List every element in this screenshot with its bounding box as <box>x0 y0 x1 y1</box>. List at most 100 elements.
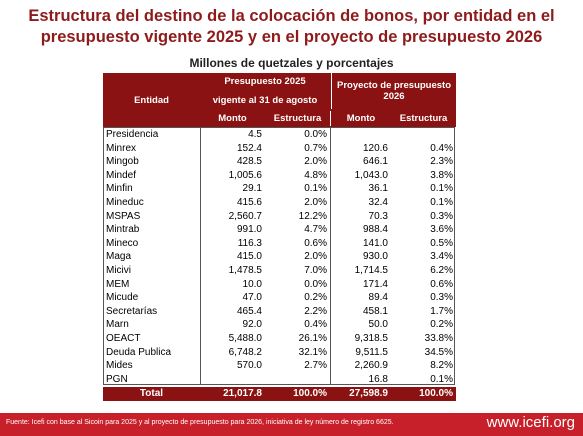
cell: 0.3% <box>430 292 453 304</box>
cell: 6.2% <box>430 265 453 276</box>
cell: 0.0% <box>304 129 327 140</box>
cell: 16.8 <box>368 373 388 385</box>
entity: Deuda Publica <box>106 346 172 358</box>
entity: MSPAS <box>106 210 141 222</box>
total-cell: 21,017.8 <box>200 387 265 402</box>
cell: 1,005.6 <box>228 169 262 181</box>
cell: 2.2% <box>304 305 327 317</box>
cell: 47.0 <box>242 292 262 304</box>
cell: 2.0% <box>304 251 327 263</box>
cell: 0.1% <box>304 183 327 195</box>
title: Estructura del destino de la colocación … <box>28 7 555 46</box>
divider <box>200 127 201 386</box>
table-body <box>103 127 455 386</box>
cell: 6,748.2 <box>228 346 262 358</box>
cell: 2,560.7 <box>228 210 262 222</box>
cell: 34.5% <box>424 346 453 358</box>
header-group: Presupuesto 2025 <box>200 73 330 90</box>
cell: 646.1 <box>362 156 388 168</box>
cell: 32.1% <box>298 346 327 358</box>
entity: Mineco <box>106 237 139 249</box>
cell: 0.7% <box>304 142 327 154</box>
cell: 4.5 <box>248 129 262 140</box>
entity: Mides <box>106 360 133 372</box>
cell: 0.5% <box>430 237 453 249</box>
cell <box>330 128 391 142</box>
cell: 9,511.5 <box>355 346 388 358</box>
cell: 570.0 <box>236 360 262 372</box>
footer-bar <box>0 413 583 436</box>
cell: 0.1% <box>430 373 453 385</box>
cell: 3.8% <box>430 169 453 181</box>
cell: 0.4% <box>430 142 453 154</box>
cell: 2.0% <box>304 156 327 168</box>
header-sub: Estructura <box>265 111 330 126</box>
entity: Maga <box>106 251 132 263</box>
cell: 141.0 <box>362 237 388 249</box>
cell: 3.4% <box>430 251 453 263</box>
source: Fuente: Icefi con base al Sicoin para 20… <box>6 419 394 426</box>
cell: 1.7% <box>430 305 453 317</box>
cell: 8.2% <box>430 360 453 372</box>
entity: OEACT <box>106 333 141 344</box>
header-sub: Estructura <box>391 111 456 126</box>
cell <box>265 373 330 387</box>
header-sub: Monto <box>330 111 391 126</box>
cell: 1,043.0 <box>354 169 388 181</box>
total-cell: Total <box>103 387 200 402</box>
entity: Mineduc <box>106 197 144 208</box>
entity: Mindef <box>106 169 137 181</box>
cell: 0.2% <box>430 319 453 331</box>
entity: Micivi <box>106 265 131 276</box>
cell: 2.7% <box>304 360 327 372</box>
cell: 2.3% <box>430 156 453 168</box>
entity: Micude <box>106 292 139 304</box>
cell: 32.4 <box>368 197 388 208</box>
entity: Mintrab <box>106 224 140 236</box>
cell: 12.2% <box>298 210 327 222</box>
cell: 152.4 <box>236 142 262 154</box>
cell: 4.8% <box>304 169 327 181</box>
entity: Secretarías <box>106 305 158 317</box>
cell: 26.1% <box>298 333 327 344</box>
cell: 29.1 <box>242 183 262 195</box>
cell: 0.6% <box>304 237 327 249</box>
entity: Minrex <box>106 142 137 154</box>
cell: 0.2% <box>304 292 327 304</box>
cell: 930.0 <box>362 251 388 263</box>
cell: 415.6 <box>236 197 262 208</box>
cell: 415.0 <box>236 251 262 263</box>
cell: 89.4 <box>368 292 388 304</box>
divider <box>330 127 331 386</box>
entity: Presidencia <box>106 129 159 140</box>
cell: 171.4 <box>362 278 388 290</box>
cell: 4.7% <box>304 224 327 236</box>
cell: 0.0% <box>304 278 327 290</box>
header-sub: Monto <box>200 111 265 126</box>
cell: 10.0 <box>242 278 262 290</box>
total-cell: 27,598.9 <box>330 387 391 402</box>
total-cell: 100.0% <box>265 387 330 402</box>
entity: MEM <box>106 278 130 290</box>
cell: 70.3 <box>368 210 388 222</box>
cell <box>391 128 456 142</box>
cell: 0.1% <box>430 183 453 195</box>
cell: 5,488.0 <box>228 333 262 344</box>
cell: 9,318.5 <box>354 333 388 344</box>
cell: 428.5 <box>236 156 262 168</box>
subtitle: Millones de quetzales y porcentajes <box>189 56 394 70</box>
cell: 0.6% <box>430 278 453 290</box>
entity: PGN <box>106 373 128 385</box>
entity: Mingob <box>106 156 139 168</box>
cell: 465.4 <box>236 305 262 317</box>
cell: 120.6 <box>362 142 388 154</box>
total-cell: 100.0% <box>391 387 456 402</box>
cell: 1,478.5 <box>228 265 262 276</box>
cell: 991.0 <box>236 224 262 236</box>
cell: 1,714.5 <box>354 265 388 276</box>
cell: 2,260.9 <box>354 360 388 372</box>
cell: 50.0 <box>368 319 388 331</box>
cell: 0.4% <box>304 319 327 331</box>
cell: 0.1% <box>430 197 453 208</box>
